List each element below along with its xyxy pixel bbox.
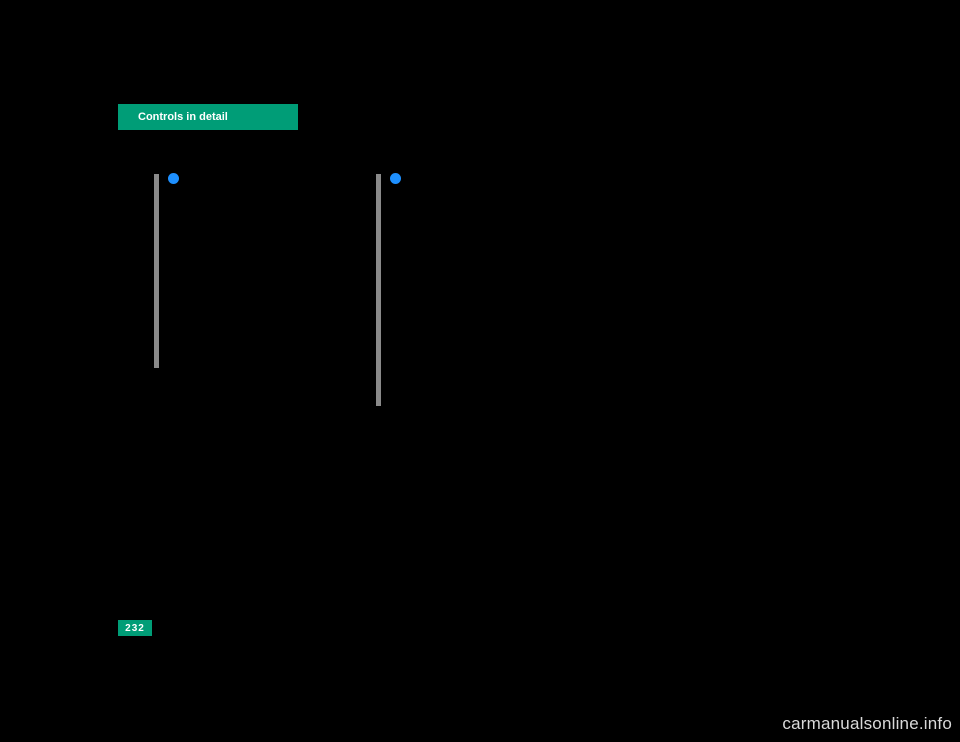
manual-page: Controls in detail 232: [108, 86, 852, 656]
bullet-icon: [390, 173, 401, 184]
section-header-tab: Controls in detail: [118, 104, 298, 130]
column-left-rule: [376, 174, 381, 406]
bullet-icon: [168, 173, 179, 184]
column-left-rule: [154, 174, 159, 368]
watermark-text: carmanualsonline.info: [782, 714, 952, 734]
page-number-text: 232: [125, 623, 145, 634]
section-header-label: Controls in detail: [138, 111, 228, 123]
page-number-badge: 232: [118, 620, 152, 636]
